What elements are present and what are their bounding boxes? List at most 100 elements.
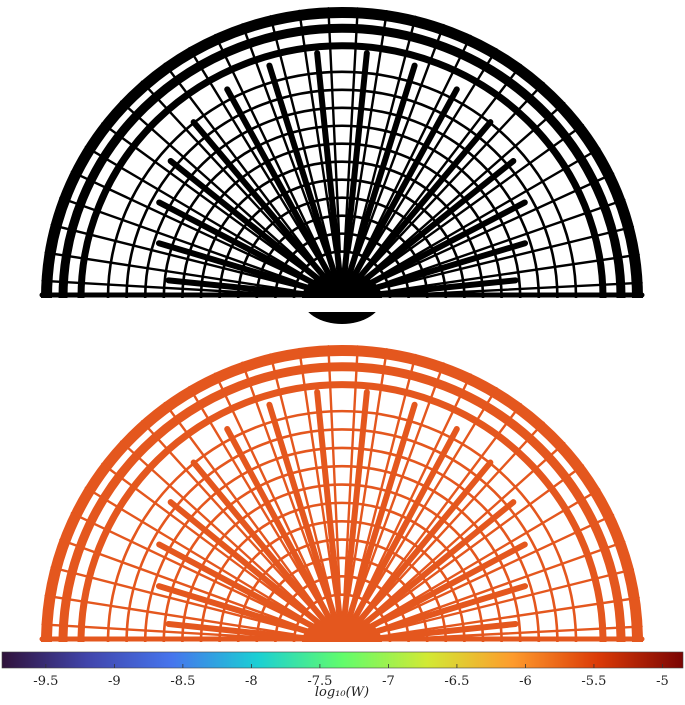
rib bbox=[357, 23, 445, 256]
branch bbox=[167, 157, 345, 301]
rib bbox=[50, 566, 297, 632]
rib bbox=[269, 353, 332, 598]
rib bbox=[373, 421, 545, 609]
ring bbox=[77, 381, 607, 646]
ring bbox=[125, 428, 559, 644]
mask bbox=[27, 298, 657, 312]
tick-label: -8.5 bbox=[170, 674, 195, 689]
branch bbox=[339, 86, 460, 301]
tick-label: -5.5 bbox=[581, 674, 606, 689]
rib bbox=[50, 223, 297, 288]
branch bbox=[339, 50, 370, 301]
branch bbox=[339, 157, 517, 301]
rib bbox=[381, 147, 601, 276]
rib bbox=[241, 23, 328, 256]
rib bbox=[365, 48, 498, 260]
tick-label: -7.5 bbox=[307, 674, 332, 689]
rib bbox=[376, 102, 566, 269]
rib bbox=[298, 9, 337, 254]
branch bbox=[314, 389, 345, 645]
ring bbox=[77, 42, 607, 302]
tick-label: -9 bbox=[108, 674, 121, 689]
rib bbox=[241, 361, 328, 599]
rib bbox=[373, 81, 545, 265]
rib bbox=[387, 225, 635, 288]
rib bbox=[381, 488, 601, 619]
rib bbox=[298, 347, 337, 597]
rib bbox=[357, 362, 445, 599]
branch bbox=[339, 389, 370, 645]
rib bbox=[70, 170, 300, 280]
rib bbox=[347, 10, 389, 254]
rib bbox=[379, 464, 585, 615]
rib bbox=[119, 440, 308, 612]
branch bbox=[190, 459, 345, 645]
branch bbox=[339, 62, 418, 301]
rib bbox=[384, 513, 615, 623]
rib bbox=[70, 511, 300, 623]
ring bbox=[106, 409, 578, 644]
rib bbox=[163, 62, 315, 262]
rib bbox=[101, 462, 305, 615]
tick-label: -8 bbox=[245, 674, 258, 689]
branch bbox=[339, 459, 494, 645]
rib bbox=[269, 15, 332, 255]
tick-label: -5 bbox=[656, 674, 669, 689]
rib bbox=[119, 100, 308, 268]
branch bbox=[167, 499, 345, 645]
rib bbox=[387, 568, 635, 632]
tick-label: -9.5 bbox=[33, 674, 58, 689]
rib bbox=[214, 33, 323, 258]
rib bbox=[44, 594, 296, 636]
ring bbox=[125, 88, 559, 300]
rib bbox=[376, 441, 566, 612]
branch bbox=[224, 86, 345, 301]
rib bbox=[343, 7, 359, 253]
colorbar-label: log₁₀(W) bbox=[315, 685, 369, 700]
ring bbox=[106, 70, 578, 300]
branch bbox=[339, 426, 460, 645]
rib bbox=[365, 387, 498, 603]
rib bbox=[188, 47, 319, 260]
ring bbox=[58, 362, 626, 647]
rib bbox=[361, 34, 472, 258]
branch bbox=[266, 62, 345, 301]
rib bbox=[327, 345, 342, 596]
rib bbox=[352, 15, 417, 255]
rib bbox=[388, 596, 640, 637]
colorbar bbox=[1, 651, 684, 669]
rib bbox=[388, 253, 640, 293]
branch bbox=[224, 426, 345, 645]
ring bbox=[41, 6, 643, 304]
rib bbox=[59, 538, 299, 627]
rib bbox=[188, 386, 319, 603]
branch bbox=[339, 499, 517, 645]
rib bbox=[214, 372, 323, 601]
ring bbox=[58, 23, 626, 303]
branch bbox=[314, 50, 345, 301]
rib bbox=[384, 172, 615, 280]
rib bbox=[163, 401, 315, 605]
branch bbox=[339, 119, 494, 301]
rib bbox=[140, 420, 312, 608]
rib bbox=[385, 540, 626, 628]
rib bbox=[327, 7, 342, 253]
structure bbox=[27, 345, 657, 668]
ring bbox=[41, 345, 643, 648]
branch bbox=[266, 401, 345, 645]
rib bbox=[84, 145, 303, 276]
branch bbox=[339, 401, 418, 645]
rib bbox=[352, 353, 417, 598]
tick-label: -6.5 bbox=[444, 674, 469, 689]
rib bbox=[101, 122, 305, 272]
rib bbox=[84, 486, 303, 619]
branch bbox=[190, 119, 345, 301]
tick-label: -7 bbox=[382, 674, 395, 689]
tick-label: -6 bbox=[519, 674, 532, 689]
structure bbox=[27, 6, 657, 324]
rib bbox=[140, 80, 312, 265]
rib bbox=[385, 198, 626, 284]
rib bbox=[361, 373, 472, 601]
rib bbox=[347, 348, 389, 597]
